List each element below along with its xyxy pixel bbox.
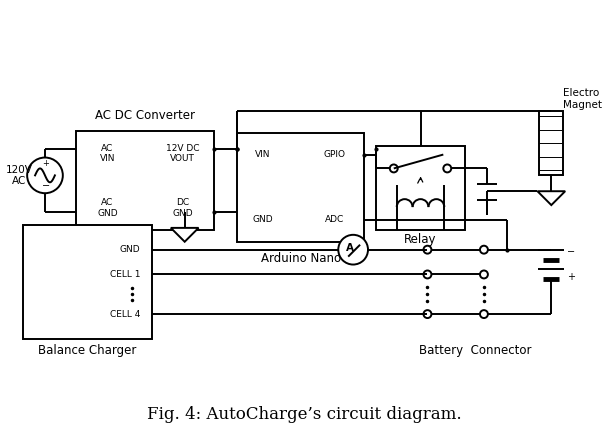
Text: Battery  Connector: Battery Connector	[419, 344, 532, 357]
Circle shape	[27, 157, 63, 193]
Circle shape	[390, 164, 398, 172]
Text: +: +	[567, 273, 575, 283]
Text: Fig. 4: AutoCharge’s circuit diagram.: Fig. 4: AutoCharge’s circuit diagram.	[147, 405, 462, 423]
Text: A: A	[346, 243, 354, 253]
Polygon shape	[537, 191, 565, 205]
Text: DC
GND: DC GND	[173, 198, 193, 218]
Text: VIN: VIN	[255, 150, 271, 159]
Text: Relay: Relay	[405, 233, 437, 246]
Text: AC
GND: AC GND	[97, 198, 118, 218]
Text: Electro
Magnet: Electro Magnet	[563, 88, 602, 110]
Circle shape	[424, 310, 431, 318]
Polygon shape	[171, 228, 198, 242]
Bar	[376, 146, 465, 230]
Circle shape	[480, 246, 488, 254]
Circle shape	[424, 246, 431, 254]
Text: Balance Charger: Balance Charger	[39, 344, 136, 357]
Text: ADC: ADC	[325, 215, 344, 224]
Text: AC
VIN: AC VIN	[100, 144, 115, 163]
Bar	[237, 133, 364, 242]
Text: −: −	[42, 181, 50, 191]
Text: −: −	[567, 247, 575, 257]
Circle shape	[480, 270, 488, 278]
Text: CELL 4: CELL 4	[110, 310, 140, 319]
Bar	[76, 131, 214, 230]
Text: 12V DC
VOUT: 12V DC VOUT	[166, 144, 200, 163]
Circle shape	[338, 235, 368, 264]
Circle shape	[443, 164, 451, 172]
Circle shape	[480, 310, 488, 318]
Bar	[539, 111, 563, 175]
Text: Arduino Nano: Arduino Nano	[261, 252, 341, 264]
Circle shape	[424, 270, 431, 278]
Text: GND: GND	[253, 215, 274, 224]
Text: AC DC Converter: AC DC Converter	[95, 109, 195, 122]
Text: CELL 1: CELL 1	[110, 270, 140, 279]
Text: GND: GND	[119, 245, 140, 254]
Text: GPIO: GPIO	[323, 150, 345, 159]
Bar	[23, 225, 152, 339]
Text: 120V
AC: 120V AC	[6, 165, 32, 186]
Text: +: +	[43, 159, 50, 168]
